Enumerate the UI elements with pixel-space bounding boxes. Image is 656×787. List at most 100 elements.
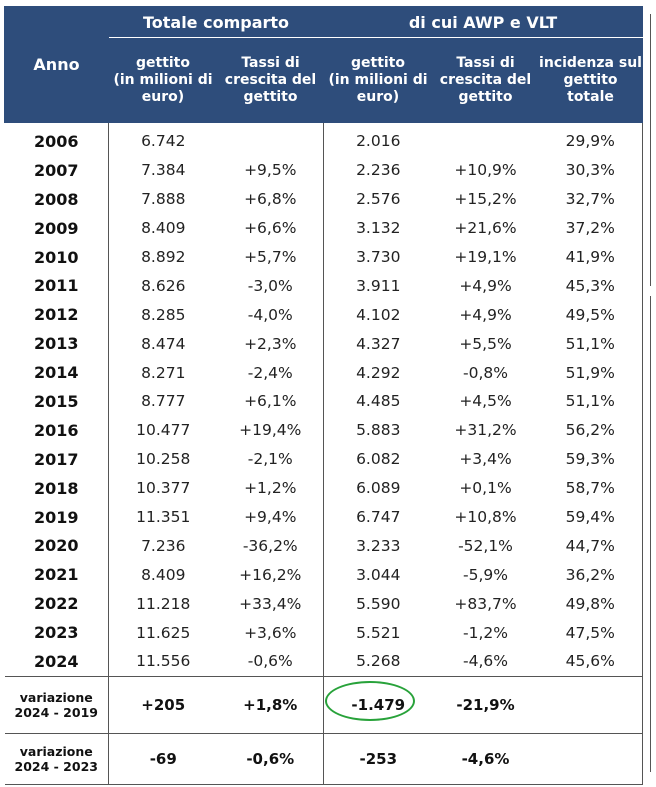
cell-anno: 2006: [33, 131, 79, 151]
cell-tasso-awp: +4,9%: [459, 276, 512, 295]
cell-gettito-total: 10.377: [108, 473, 218, 503]
variation-label-line1: variazione: [19, 743, 93, 759]
revenue-table: Anno Totale comparto di cui AWP e VLT ge…: [4, 6, 644, 785]
cell-anno: 2015: [33, 391, 79, 411]
cell-tasso-total: +6,8%: [244, 190, 297, 209]
header-incidenza: incidenza sul gettito totale: [537, 37, 644, 123]
cell-tasso-total: +9,5%: [244, 161, 297, 180]
side-rule-upper: [650, 14, 651, 286]
cell-incidenza: 51,9%: [538, 358, 644, 388]
cell-gettito-total: 8.409: [108, 560, 218, 590]
variation-label-line2: 2024 - 2023: [14, 758, 98, 774]
header-group-total: Totale comparto: [108, 6, 324, 38]
cell-incidenza: 41,9%: [538, 242, 644, 272]
table-row: 2015 8.777 +6,1% 4.485 +4,5% 51,1%: [5, 387, 644, 416]
table-row: 2007 7.384 +9,5% 2.236 +10,9% 30,3%: [5, 155, 644, 185]
cell-gettito-awp: 4.485: [323, 387, 433, 416]
cell-gettito-total: 11.556: [108, 647, 218, 677]
header-anno: Anno: [4, 6, 109, 123]
cell-gettito-awp: 4.102: [323, 300, 433, 330]
highlight-circle: [325, 681, 415, 721]
cell-gettito-total: 8.892: [108, 242, 218, 272]
table-row: 2012 8.285 -4,0% 4.102 +4,9% 49,5%: [5, 300, 644, 330]
cell-tasso-awp: +10,9%: [454, 161, 517, 180]
cell-gettito-awp: 5.883: [323, 415, 433, 445]
cell-gettito-awp: 5.268: [323, 647, 433, 677]
cell-anno: 2021: [33, 565, 79, 585]
table-body: 2006 6.742 2.016 29,9% 2007 7.384 +9,5% 2.236 +1…: [4, 122, 644, 785]
cell-anno: 2020: [33, 536, 79, 556]
cell-tasso-awp: +31,2%: [454, 421, 517, 440]
cell-gettito-awp: 4.292: [323, 358, 433, 388]
cell-anno: 2008: [33, 189, 79, 209]
cell-gettito-awp: 6.089: [323, 473, 433, 503]
cell-gettito-awp: 6.082: [323, 444, 433, 474]
cell-tasso-total: [218, 123, 324, 156]
revenue-table-container: Anno Totale comparto di cui AWP e VLT ge…: [4, 6, 644, 785]
table-row: 2008 7.888 +6,8% 2.576 +15,2% 32,7%: [5, 184, 644, 214]
cell-var-tasso-total: +1,8%: [217, 675, 324, 734]
cell-gettito-total: 8.474: [108, 329, 218, 359]
cell-incidenza: 59,3%: [538, 444, 644, 474]
cell-anno: 2010: [33, 247, 79, 267]
cell-tasso-total: +33,4%: [239, 594, 302, 613]
cell-incidenza: 51,1%: [538, 329, 644, 359]
cell-tasso-awp: -0,8%: [463, 363, 508, 382]
cell-var-tasso-awp: -21,9%: [432, 675, 539, 734]
cell-var-gettito-total: -69: [108, 732, 218, 785]
cell-anno: 2022: [33, 594, 79, 614]
variation-label: variazione 2024 - 2019: [4, 675, 109, 734]
cell-anno: 2007: [33, 160, 79, 180]
cell-tasso-awp: +3,4%: [459, 450, 512, 469]
cell-anno: 2014: [33, 363, 79, 383]
table-row: 2020 7.236 -36,2% 3.233 -52,1% 44,7%: [5, 531, 644, 561]
cell-tasso-total: -0,6%: [247, 652, 293, 671]
cell-incidenza: 47,5%: [538, 618, 644, 648]
cell-gettito-total: 6.742: [108, 122, 218, 156]
cell-var-gettito-total: +205: [108, 675, 218, 734]
cell-anno: 2018: [33, 478, 79, 498]
cell-incidenza: 51,1%: [538, 387, 644, 416]
table-row: 2018 10.377 +1,2% 6.089 +0,1% 58,7%: [5, 473, 644, 503]
cell-incidenza: 36,2%: [538, 560, 644, 590]
header-gettito-total: gettito (in milioni di euro): [108, 37, 218, 123]
cell-anno: 2017: [33, 449, 79, 469]
cell-gettito-total: 11.625: [108, 618, 218, 648]
cell-incidenza: 59,4%: [538, 502, 644, 532]
cell-tasso-awp: +10,8%: [454, 508, 517, 527]
cell-gettito-awp: 4.327: [323, 329, 433, 359]
cell-gettito-total: 8.271: [108, 358, 218, 388]
cell-gettito-awp: 5.590: [323, 589, 433, 619]
cell-tasso-total: +2,3%: [244, 334, 297, 353]
cell-anno: 2019: [33, 507, 79, 527]
cell-gettito-awp: 2.576: [323, 184, 433, 214]
cell-gettito-total: 8.409: [108, 213, 218, 243]
cell-gettito-total: 10.477: [108, 415, 218, 445]
table-row: 2021 8.409 +16,2% 3.044 -5,9% 36,2%: [5, 560, 644, 590]
cell-tasso-awp: +5,5%: [459, 334, 512, 353]
cell-tasso-awp: +15,2%: [454, 190, 517, 209]
variation-label: variazione 2024 - 2023: [4, 732, 109, 785]
cell-incidenza: 49,8%: [538, 589, 644, 619]
cell-tasso-awp: [433, 123, 539, 156]
cell-var-gettito-awp: -253: [323, 732, 433, 785]
table-row: 2011 8.626 -3,0% 3.911 +4,9% 45,3%: [5, 271, 644, 301]
cell-incidenza: 56,2%: [538, 415, 644, 445]
header-group-awp: di cui AWP e VLT: [322, 6, 644, 38]
cell-gettito-total: 10.258: [108, 444, 218, 474]
table-row: 2019 11.351 +9,4% 6.747 +10,8% 59,4%: [5, 502, 644, 532]
table-row: 2014 8.271 -2,4% 4.292 -0,8% 51,9%: [5, 358, 644, 388]
cell-tasso-awp: +19,1%: [454, 248, 517, 266]
cell-incidenza: 44,7%: [538, 531, 644, 561]
variation-label-line2: 2024 - 2019: [14, 704, 98, 720]
cell-gettito-awp: 3.730: [323, 242, 433, 272]
cell-gettito-awp: 3.132: [323, 213, 433, 243]
cell-anno: 2016: [33, 420, 79, 440]
cell-tasso-awp: -52,1%: [458, 536, 513, 555]
cell-incidenza: 32,7%: [538, 184, 644, 214]
header-tasso-awp: Tassi di crescita del gettito: [432, 37, 539, 123]
cell-tasso-awp: +4,9%: [459, 305, 512, 324]
cell-tasso-total: -3,0%: [247, 276, 293, 295]
cell-tasso-total: -36,2%: [242, 536, 298, 555]
table-row: 2013 8.474 +2,3% 4.327 +5,5% 51,1%: [5, 329, 644, 359]
